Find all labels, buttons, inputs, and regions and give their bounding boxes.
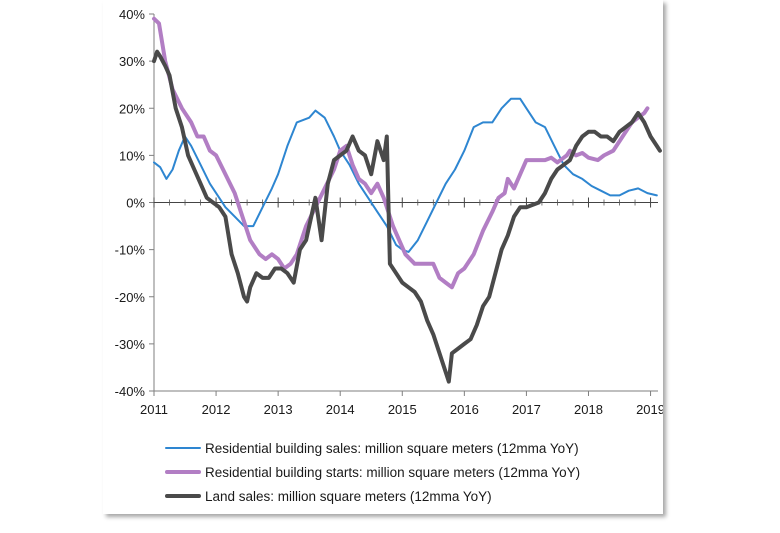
legend-swatch xyxy=(165,447,201,449)
legend-label: Land sales: million square meters (12mma… xyxy=(205,488,492,504)
x-tick-label: 2012 xyxy=(202,402,231,417)
x-tick-label: 2018 xyxy=(574,402,603,417)
line-chart: 40% 30% 20% 10% 0% -10% -20% -30% -40% 2011 2012 20… xyxy=(115,7,663,417)
y-tick-label: 10% xyxy=(119,148,145,163)
series-line-3 xyxy=(152,49,662,384)
legend-label: Residential building starts: million squ… xyxy=(205,464,581,480)
legend-item: Residential building starts: million squ… xyxy=(165,460,580,484)
legend-swatch xyxy=(165,494,201,498)
chart-axes: 40% 30% 20% 10% 0% -10% -20% -30% -40% 2011 2012 20… xyxy=(115,7,663,417)
legend-label: Residential building sales: million squa… xyxy=(205,440,579,456)
legend-item: Land sales: million square meters (12mma… xyxy=(165,484,580,508)
legend-swatch xyxy=(165,470,201,474)
x-tick-label: 2013 xyxy=(264,402,293,417)
y-tick-label: -10% xyxy=(115,243,146,258)
y-tick-label: 40% xyxy=(119,7,145,22)
chart-legend: Residential building sales: million squa… xyxy=(165,436,580,508)
chart-panel: 40% 30% 20% 10% 0% -10% -20% -30% -40% 2011 2012 20… xyxy=(103,0,663,514)
y-tick-label: -30% xyxy=(115,337,146,352)
y-tick-label: 0% xyxy=(126,196,145,211)
y-tick-label: -40% xyxy=(115,384,146,399)
series-line-2 xyxy=(152,16,650,290)
x-tick-label: 2015 xyxy=(388,402,417,417)
legend-item: Residential building sales: million squa… xyxy=(165,436,580,460)
x-tick-label: 2014 xyxy=(326,402,355,417)
series-layer xyxy=(152,16,662,384)
y-tick-label: 30% xyxy=(119,54,145,69)
series-line-1 xyxy=(153,97,658,253)
y-tick-label: -20% xyxy=(115,290,146,305)
x-tick-label: 2017 xyxy=(512,402,541,417)
x-tick-label: 2016 xyxy=(450,402,479,417)
y-tick-label: 20% xyxy=(119,101,145,116)
x-tick-label: 2011 xyxy=(140,402,168,417)
x-tick-label: 2019 xyxy=(636,402,663,417)
